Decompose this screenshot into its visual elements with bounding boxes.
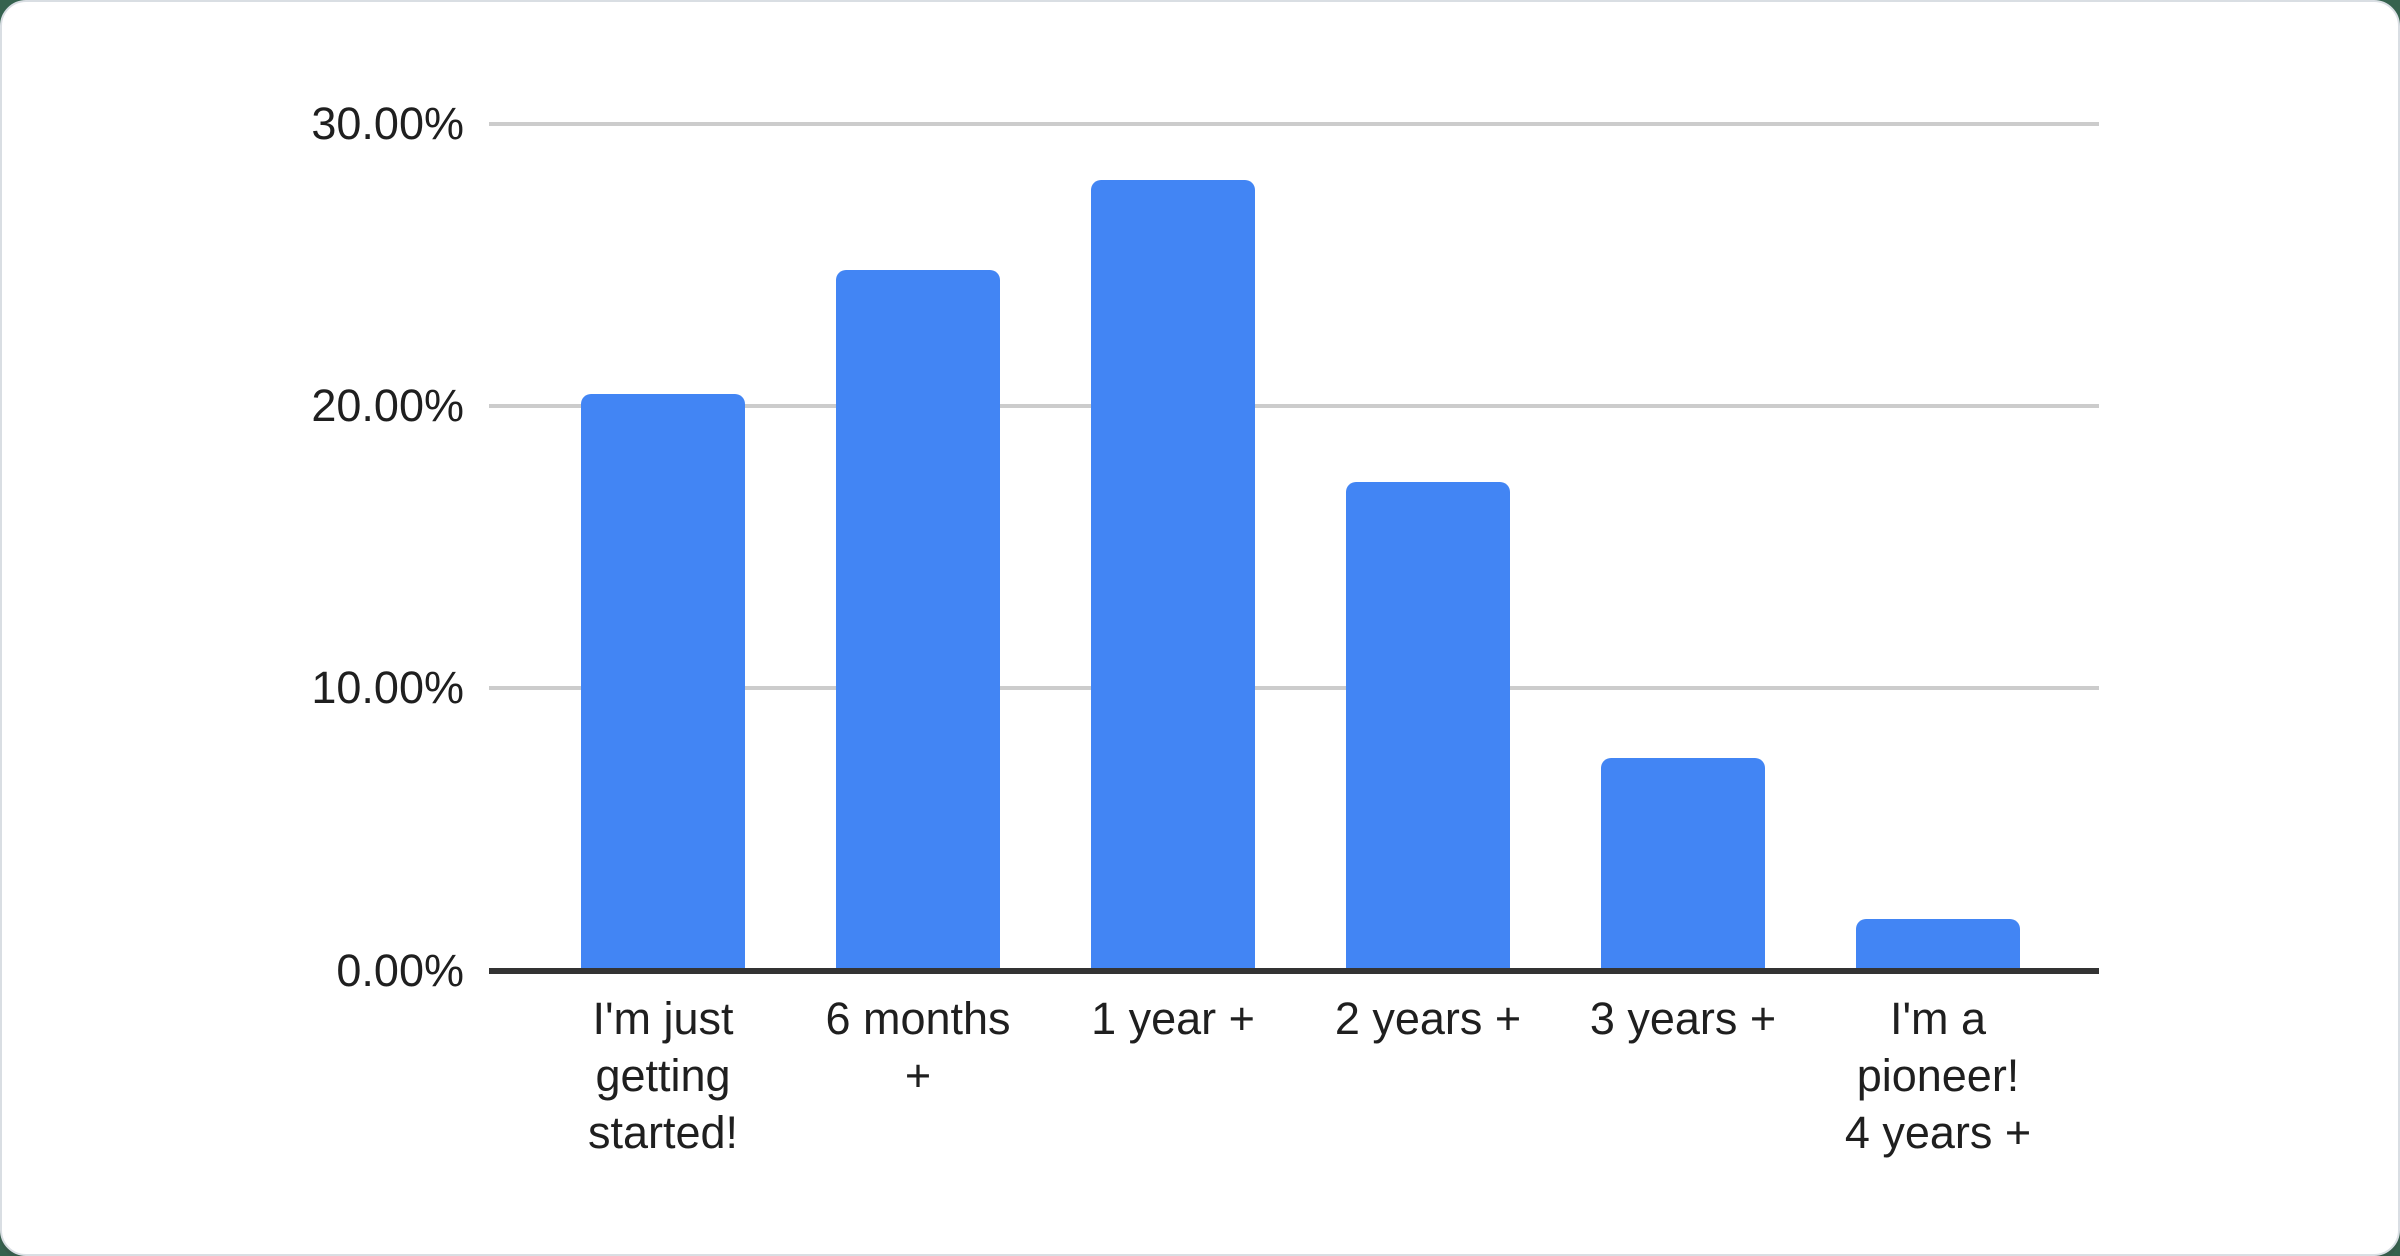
x-axis-category-label: I'm a pioneer! 4 years + bbox=[1844, 993, 2032, 1158]
bar-2[interactable] bbox=[836, 270, 1000, 972]
x-axis-category-label: 6 months + bbox=[825, 993, 1011, 1101]
y-axis-tick-label: 30.00% bbox=[311, 98, 464, 149]
y-axis-tick-label: 10.00% bbox=[311, 662, 464, 714]
bar-1[interactable] bbox=[581, 394, 745, 972]
x-axis-category-label: 3 years + bbox=[1589, 993, 1777, 1044]
y-axis-tick-label: 0.00% bbox=[336, 944, 464, 996]
gridline-20pct bbox=[489, 403, 2099, 408]
x-axis-category-label: I'm just getting started! bbox=[587, 993, 739, 1158]
y-axis-tick-label: 20.00% bbox=[311, 380, 464, 432]
x-axis-category-label: 2 years + bbox=[1334, 993, 1522, 1044]
x-axis-category-label: 1 year + bbox=[1091, 993, 1255, 1044]
x-axis-line bbox=[489, 968, 2099, 974]
bar-5[interactable] bbox=[1601, 758, 1765, 972]
gridline-30pct bbox=[489, 121, 2099, 126]
gridline-10pct bbox=[489, 685, 2099, 690]
bar-3[interactable] bbox=[1091, 179, 1255, 972]
bar-4[interactable] bbox=[1346, 481, 1510, 972]
bar-6[interactable] bbox=[1856, 919, 2020, 972]
